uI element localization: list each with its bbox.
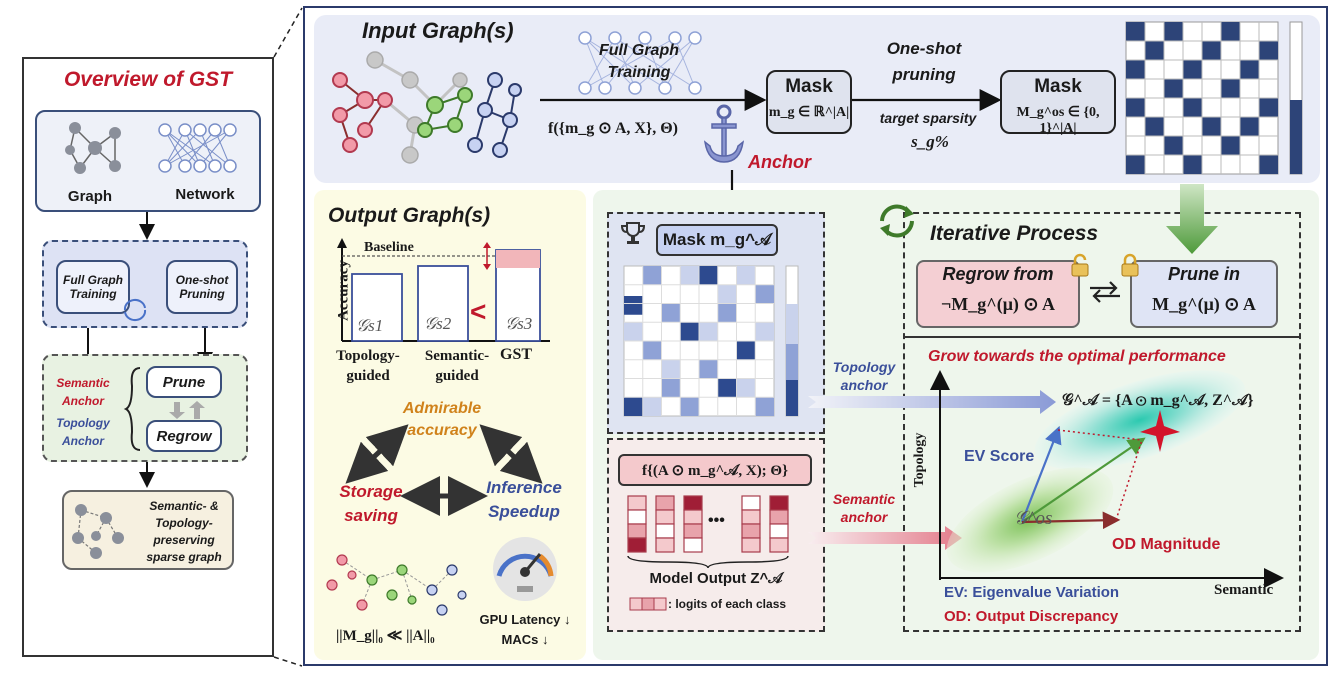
overview-full-graph-training-text: Full Graph Training bbox=[63, 273, 123, 301]
graph-icon bbox=[65, 122, 121, 174]
plot-xlabel: Semantic bbox=[1214, 582, 1274, 598]
baseline-label: Baseline bbox=[364, 240, 414, 255]
prune-label: Prune in bbox=[1167, 264, 1240, 284]
ev-definition: EV: Eigenvalue Variation bbox=[944, 584, 1120, 601]
green-down-arrow bbox=[1166, 184, 1218, 254]
input-full-graph-training: Full Graph Training bbox=[599, 42, 679, 81]
refresh-icon bbox=[123, 299, 147, 321]
weighted-mask-matrix bbox=[623, 265, 799, 417]
lock-icon-closed bbox=[1121, 253, 1139, 277]
speedometer-icon bbox=[493, 537, 557, 601]
overview-one-shot-pruning-text: One-shot Pruning bbox=[175, 273, 229, 301]
accuracy-bar-chart bbox=[337, 238, 550, 342]
regrow-formula: ¬M_g^(μ) ⊙ A bbox=[941, 294, 1055, 314]
training-network-icon bbox=[578, 31, 702, 95]
mask-title-text: Mask m_g^𝒜 bbox=[662, 230, 772, 249]
input-func: f({m_g ⊙ A, X}, Θ) bbox=[548, 120, 678, 137]
g-formula: 𝒢^𝒜 = {A ⊙ m_g^𝒜, Z^𝒜} bbox=[1062, 392, 1254, 409]
overview-full-graph-training: Full Graph Training bbox=[56, 260, 130, 314]
tradeoff-arrows bbox=[345, 424, 543, 516]
overview-title: Overview of GST bbox=[63, 68, 233, 91]
network-label: Network bbox=[175, 186, 235, 203]
input-anchor-label: Anchor bbox=[748, 152, 811, 172]
swap-arrows-icon bbox=[1090, 281, 1120, 303]
lock-icon-open bbox=[1071, 253, 1089, 277]
model-func-box: f{(A ⊙ m_g^𝒜, X); Θ} bbox=[618, 454, 812, 486]
mask2-box bbox=[1000, 70, 1116, 134]
sparsity-symbol: s_g% bbox=[911, 132, 949, 151]
g-os-label: 𝒢^os bbox=[1014, 508, 1053, 529]
overview-prune: Prune bbox=[146, 366, 222, 398]
network-icon bbox=[158, 123, 237, 173]
target-sparsity-label: target sparsity bbox=[879, 110, 977, 126]
xlabel-gst: GST bbox=[500, 346, 533, 363]
mask2-formula: M_g^os ∈ {0, 1}^|A| bbox=[1016, 105, 1100, 136]
plot-ylabel: Topology bbox=[912, 432, 927, 488]
trophy-icon bbox=[620, 222, 646, 244]
xlabel-semantic: Semantic-guided bbox=[424, 348, 490, 384]
storage-saving: Storage saving bbox=[339, 482, 403, 525]
ev-score-label: EV Score bbox=[964, 448, 1035, 465]
overview-topology-anchor: Topology Anchor bbox=[56, 416, 110, 448]
logit-legend-icon bbox=[629, 597, 667, 611]
norm-formula: ||M_g||₀ ≪ ||A||₀ bbox=[336, 628, 435, 644]
prune-box bbox=[1130, 260, 1278, 328]
sparse-graph-icon bbox=[72, 504, 124, 559]
bar-label-3: 𝒢s3 bbox=[505, 314, 533, 333]
overview-semantic-anchor: Semantic Anchor bbox=[56, 376, 110, 408]
graph-label: Graph bbox=[67, 188, 113, 205]
binary-mask-matrix bbox=[1125, 21, 1303, 175]
zoom-connectors bbox=[273, 7, 303, 667]
mask1-box bbox=[766, 70, 852, 134]
xlabel-topology: Topology-guided bbox=[336, 348, 400, 384]
mask1-title: Mask bbox=[785, 76, 833, 97]
sparse-graph-label: Semantic- & Topology-preserving sparse g… bbox=[146, 499, 222, 564]
sparse-graph-illustration bbox=[326, 554, 467, 616]
mask1-formula: m_g ∈ ℝ^|A| bbox=[768, 105, 850, 120]
sparse-graph-box bbox=[62, 490, 234, 570]
anchor-icon bbox=[703, 104, 745, 163]
output-title: Output Graph(s) bbox=[328, 204, 491, 227]
semantic-anchor-label: Semantic anchor bbox=[832, 491, 896, 525]
bar-label-1: 𝒢s1 bbox=[356, 316, 384, 335]
overview-one-shot-pruning: One-shot Pruning bbox=[166, 260, 238, 314]
regrow-box bbox=[916, 260, 1080, 328]
iterative-title: Iterative Process bbox=[930, 222, 1099, 245]
input-graph-illustration bbox=[332, 51, 522, 164]
regrow-label: Regrow from bbox=[942, 264, 1054, 284]
model-func-text: f{(A ⊙ m_g^𝒜, X); Θ} bbox=[641, 462, 789, 479]
logits-bars bbox=[627, 495, 789, 569]
od-definition: OD: Output Discrepancy bbox=[944, 608, 1119, 625]
od-magnitude-label: OD Magnitude bbox=[1112, 536, 1221, 553]
macs: MACs ↓ bbox=[501, 632, 549, 647]
mask-title-box: Mask m_g^𝒜 bbox=[656, 224, 778, 256]
bar-label-2: 𝒢s2 bbox=[424, 314, 452, 333]
less-than-sign: < bbox=[470, 296, 487, 327]
one-shot-pruning-label: One-shot pruning bbox=[886, 39, 962, 84]
admirable-accuracy: Admirable accuracy bbox=[402, 400, 482, 439]
overview-regrow-text: Regrow bbox=[156, 427, 212, 445]
topology-anchor-label: Topology anchor bbox=[832, 359, 896, 393]
grow-label: Grow towards the optimal performance bbox=[928, 348, 1226, 365]
brace-icon bbox=[123, 367, 141, 451]
logits-legend: : logits of each class bbox=[668, 597, 787, 611]
mask2-title: Mask bbox=[1034, 76, 1082, 97]
iterative-panel bbox=[903, 212, 1301, 632]
iterative-divider bbox=[904, 336, 1300, 338]
logits-dots: ••• bbox=[708, 512, 725, 529]
gpu-latency: GPU Latency ↓ bbox=[479, 612, 571, 627]
cycle-icon bbox=[880, 204, 914, 238]
model-output-label: Model Output Z^𝒜 bbox=[649, 570, 783, 587]
overview-prune-text: Prune bbox=[162, 373, 206, 391]
prune-formula: M_g^(μ) ⊙ A bbox=[1152, 294, 1256, 314]
input-title: Input Graph(s) bbox=[362, 18, 514, 43]
prune-regrow-arrows bbox=[169, 401, 205, 419]
overview-regrow: Regrow bbox=[146, 420, 222, 452]
